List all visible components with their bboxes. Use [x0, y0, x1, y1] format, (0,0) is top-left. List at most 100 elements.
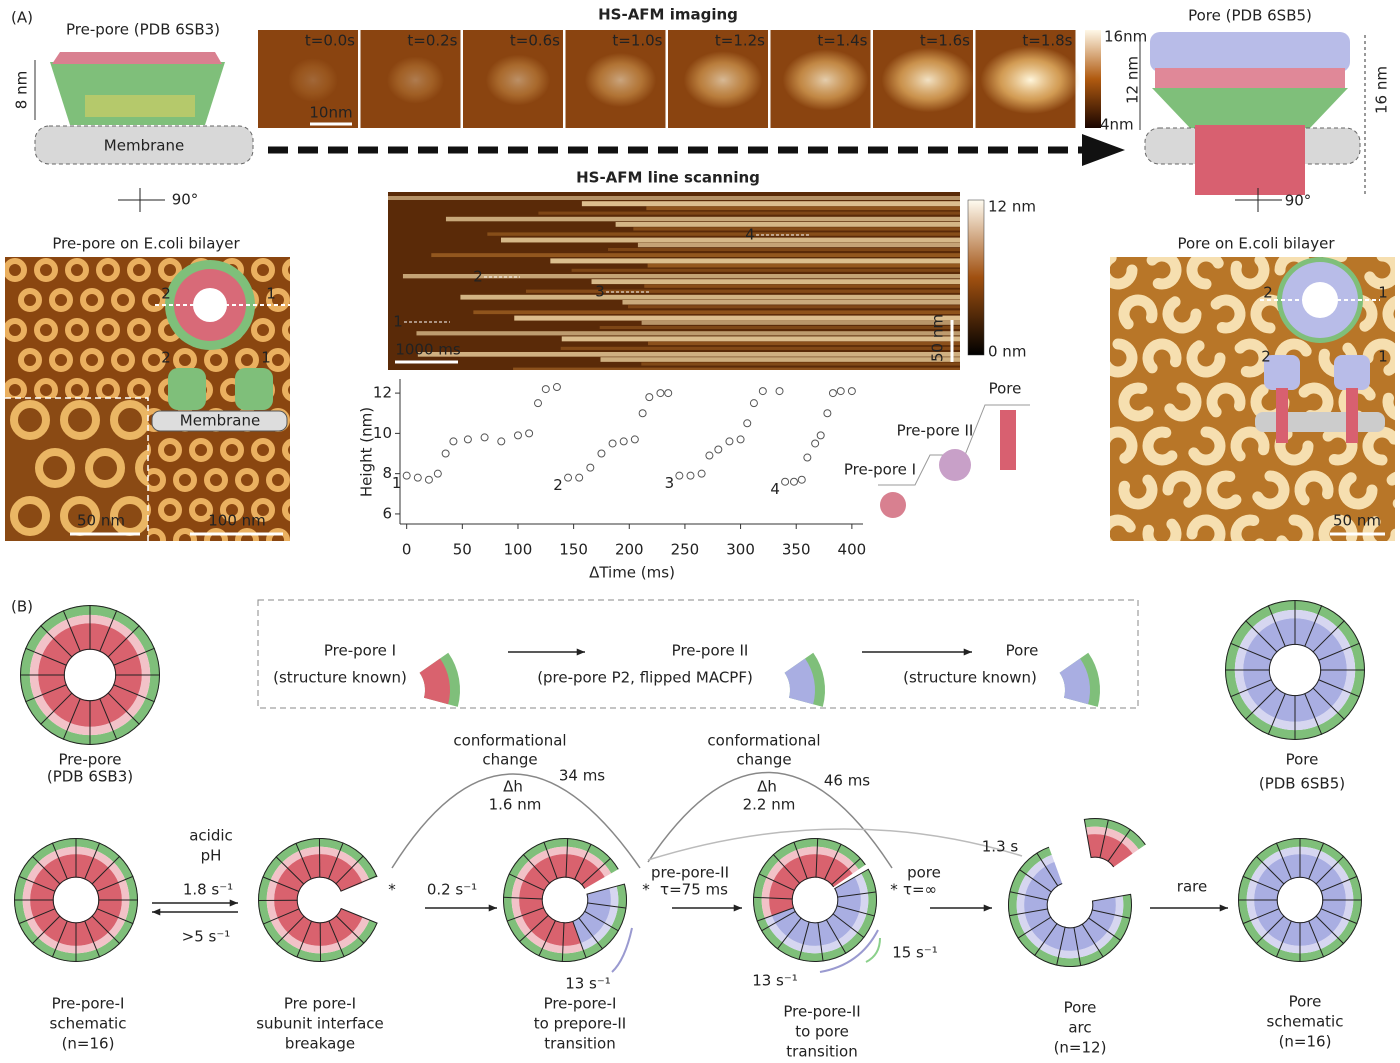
afm-arc — [1186, 257, 1224, 290]
label: 34 ms — [559, 767, 605, 785]
data-point — [433, 469, 442, 478]
rotation-icon — [118, 188, 165, 212]
afm-ring — [189, 438, 213, 462]
event-number: 2 — [473, 268, 483, 286]
arrowhead — [488, 904, 497, 912]
label: 2 — [1263, 284, 1273, 302]
subunit-line — [1318, 642, 1360, 661]
subunit-line — [62, 610, 81, 652]
afm-ring — [65, 318, 89, 342]
kymo-stripe — [525, 289, 960, 293]
kymo-stripe — [647, 341, 960, 346]
data-point — [686, 471, 695, 480]
subunit-line — [25, 684, 67, 703]
stage-caption: schematic — [1267, 1013, 1344, 1031]
legend-box — [257, 599, 1139, 709]
afm-ring — [282, 258, 290, 282]
ring-sector — [14, 838, 138, 900]
data-point — [413, 473, 422, 482]
afm-ring — [142, 348, 166, 372]
kymo-stripe — [581, 201, 960, 207]
afm-ring — [142, 288, 166, 312]
afm-ring — [85, 448, 125, 488]
afm-arc — [1318, 514, 1358, 541]
afm-ring — [5, 318, 27, 342]
label: >5 s⁻¹ — [182, 928, 231, 946]
membrane — [1255, 412, 1385, 432]
ring-sector — [29, 675, 151, 736]
data-point — [630, 435, 639, 444]
afm-ring — [60, 496, 100, 536]
kymo-stripe — [615, 222, 960, 227]
subunit-line — [113, 647, 155, 666]
event-number: 1 — [393, 313, 403, 331]
subunit-line — [1275, 920, 1292, 958]
subunit-line — [1275, 842, 1292, 880]
subunit-line — [40, 692, 73, 725]
afm-ring — [80, 348, 104, 372]
subunit-line — [506, 907, 545, 922]
label: (A) — [11, 9, 33, 27]
subunit-line — [508, 873, 545, 892]
label: τ=∞ — [903, 881, 937, 899]
afm-ring — [266, 528, 290, 541]
subunit-line — [1245, 620, 1278, 653]
x-tick-label: 200 — [615, 541, 644, 559]
subunit-line — [776, 917, 802, 950]
subunit-line — [1242, 908, 1280, 925]
afm-arc — [1206, 382, 1246, 418]
subunit-line — [107, 692, 140, 725]
afm-arc — [1142, 426, 1178, 466]
data-point — [828, 389, 837, 398]
subunit-line — [1304, 693, 1323, 735]
afm-ring — [189, 498, 213, 522]
subunit-line — [1073, 926, 1082, 967]
x-axis-label: ΔTime (ms) — [589, 564, 675, 582]
kymo-stripe — [637, 242, 960, 248]
subunit-line — [1320, 875, 1358, 892]
subunit-line — [99, 698, 118, 740]
stage-caption: Pre-pore-I — [52, 995, 125, 1013]
data-point — [705, 451, 714, 460]
stage-caption: Pre-pore-I — [544, 995, 617, 1013]
subunit-line — [561, 922, 565, 962]
afm-ring — [173, 468, 197, 492]
subunit-line — [51, 842, 68, 880]
data-point — [781, 477, 790, 486]
afm-ring — [300, 531, 318, 549]
curved-arrow — [391, 773, 641, 869]
data-point — [664, 389, 673, 398]
label: 12 nm — [1124, 56, 1142, 104]
subunit-line — [832, 913, 865, 939]
label: Pre-pore on E.coli bilayer — [52, 235, 240, 253]
subunit-line — [815, 838, 819, 878]
afm-arc — [1276, 514, 1314, 541]
ring-sector — [764, 873, 869, 954]
y-tick-label: 12 — [373, 384, 392, 402]
afm-arc — [1230, 514, 1265, 541]
afm-arc — [1362, 338, 1395, 376]
afm-ring — [220, 498, 244, 522]
label: 50 nm — [77, 512, 125, 530]
subunit-line — [1230, 679, 1272, 698]
afm-ring — [34, 258, 58, 282]
label: 13 s⁻¹ — [752, 972, 798, 990]
subunit-line — [262, 908, 300, 925]
data-point — [743, 419, 752, 428]
label: pH — [201, 847, 222, 865]
subunit-line — [581, 857, 612, 886]
subunit-line — [837, 891, 877, 898]
kymo-stripe — [647, 263, 960, 268]
subunit-line — [1267, 605, 1286, 647]
label: 50 nm — [1333, 512, 1381, 530]
afm-blob — [980, 46, 1081, 114]
label: pore — [907, 864, 941, 882]
label: rare — [1177, 878, 1207, 896]
afm-ring — [96, 318, 120, 342]
subunit-line — [1318, 679, 1360, 698]
afm-ring — [110, 400, 148, 440]
subunit-line — [1308, 842, 1325, 880]
label: (PDB 6SB3) — [47, 768, 133, 786]
afm-blob — [683, 51, 763, 109]
